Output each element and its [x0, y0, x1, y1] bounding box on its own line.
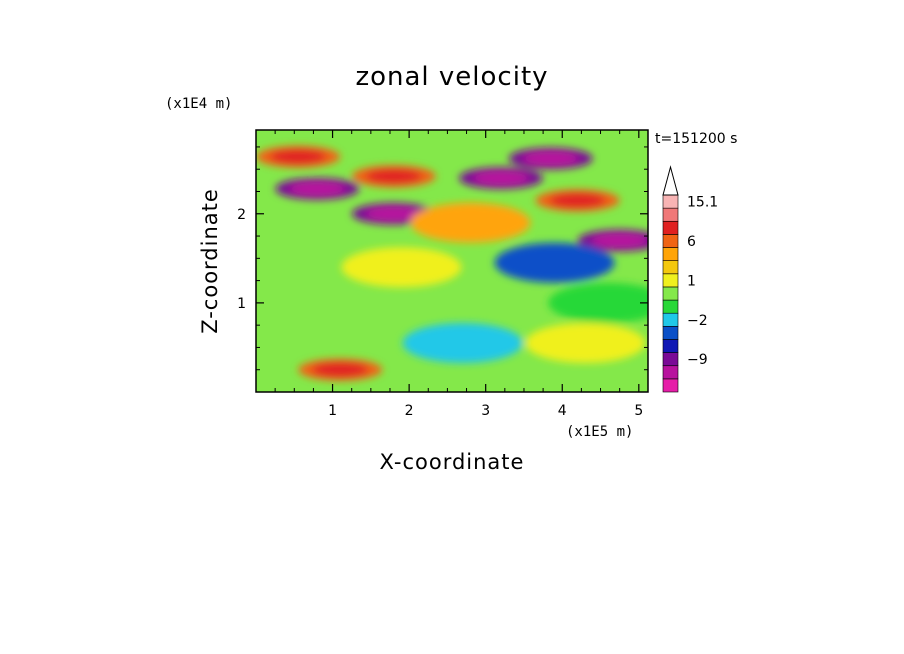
colorbar-swatch [662, 339, 679, 353]
contour-region [525, 322, 646, 363]
colorbar-swatch [662, 286, 679, 301]
contour-region [341, 247, 462, 288]
colorbar-swatch [662, 260, 679, 275]
contour-core [365, 169, 422, 184]
colorbar-swatch [662, 273, 679, 288]
colorbar-label: −9 [687, 352, 708, 368]
x-tick-label: 4 [558, 403, 567, 419]
contour-core [270, 149, 327, 164]
colorbar-swatch [662, 247, 679, 261]
chart-title: zonal velocity [355, 62, 548, 92]
x-tick-label: 2 [405, 403, 414, 419]
contour-region [548, 282, 648, 323]
x-tick-label: 1 [328, 403, 337, 419]
colorbar-swatch [662, 207, 679, 222]
y-unit-label: (x1E4 m) [165, 96, 232, 112]
colorbar-label: 6 [687, 234, 696, 250]
colorbar-swatch [662, 194, 679, 209]
time-label: t=151200 s [655, 131, 737, 147]
colorbar-swatch [662, 365, 679, 380]
colorbar-swatch [662, 312, 679, 327]
axis-ticks: 1 2 3 4 5 1 2 [237, 130, 648, 419]
plot-frame [255, 129, 649, 393]
colorbar-swatch [662, 299, 679, 314]
contour-field [256, 130, 648, 392]
x-tick-label: 3 [481, 403, 490, 419]
y-axis-label: Z-coordinate [198, 188, 222, 334]
contour-core [522, 151, 579, 166]
x-axis-label: X-coordinate [380, 450, 525, 474]
y-tick-label: 2 [237, 207, 246, 223]
colorbar-swatch [662, 326, 679, 340]
colorbar-swatch [662, 220, 679, 235]
contour-region [410, 202, 531, 243]
x-unit-label: (x1E5 m) [566, 424, 633, 440]
colorbar-swatch [662, 234, 679, 248]
contour-core [591, 233, 648, 248]
x-tick-label: 5 [634, 403, 643, 419]
colorbar-label: 1 [687, 273, 696, 289]
contour-region [402, 322, 523, 363]
contour-core [289, 181, 346, 196]
y-tick-label: 1 [237, 296, 246, 312]
colorbar-swatch [662, 378, 679, 393]
colorbar-label: −2 [687, 313, 708, 329]
contour-core [312, 362, 369, 377]
contour-core [549, 193, 606, 208]
colorbar-swatch [662, 352, 679, 367]
contour-region [494, 242, 615, 283]
contour-core [473, 171, 529, 186]
colorbar: 15.1 6 1 −2 −9 [662, 165, 718, 393]
colorbar-label: 15.1 [687, 195, 718, 211]
colorbar-max-arrow [662, 165, 679, 196]
contour-core [365, 206, 422, 221]
